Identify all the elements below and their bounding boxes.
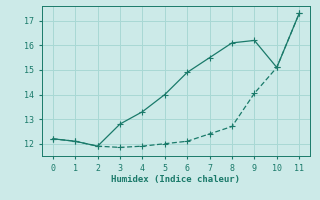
X-axis label: Humidex (Indice chaleur): Humidex (Indice chaleur) <box>111 175 241 184</box>
